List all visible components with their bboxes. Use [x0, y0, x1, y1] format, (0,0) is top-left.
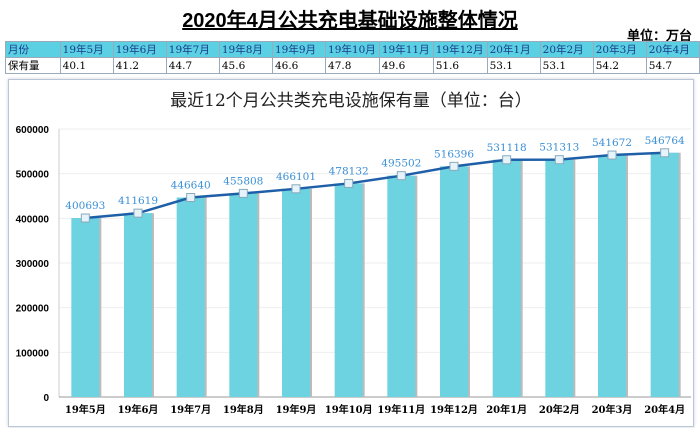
- data-marker: [607, 150, 617, 160]
- data-label: 466101: [276, 171, 316, 183]
- y-tick-label: 400000: [16, 214, 50, 225]
- x-tick-label: 20年4月: [644, 403, 685, 416]
- month-cell: 20年3月: [592, 41, 647, 58]
- y-tick-label: 600000: [16, 125, 50, 136]
- x-tick-label: 19年5月: [65, 403, 106, 416]
- data-marker: [238, 188, 248, 198]
- value-header: 保有量: [5, 57, 61, 74]
- data-label: 531313: [539, 142, 579, 154]
- month-cell: 20年2月: [539, 41, 594, 58]
- month-cell: 20年4月: [645, 41, 700, 58]
- chart-title: 最近12个月公共类充电设施保有量（单位：台）: [170, 91, 532, 111]
- x-tick-label: 19年7月: [170, 403, 211, 416]
- chart-panel: 最近12个月公共类充电设施保有量（单位：台） 0 100000 200000 30000…: [8, 79, 694, 427]
- month-cell: 19年6月: [112, 41, 167, 58]
- bar: [71, 218, 100, 397]
- data-label: 546764: [645, 135, 685, 147]
- data-marker: [502, 155, 512, 165]
- data-label: 478132: [329, 165, 369, 177]
- value-cell: 49.6: [378, 57, 434, 74]
- data-marker: [449, 161, 459, 171]
- data-label: 455808: [223, 175, 263, 187]
- data-label: 531118: [487, 142, 527, 154]
- data-table: 月份 19年5月 19年6月 19年7月 19年8月 19年9月 19年10月 19年11月 1…: [5, 41, 700, 74]
- data-label: 400693: [65, 200, 105, 212]
- y-tick-label: 300000: [16, 259, 50, 270]
- value-cell: 54.7: [645, 57, 700, 74]
- x-tick-label: 19年9月: [276, 403, 317, 416]
- bar: [650, 152, 679, 397]
- data-marker: [291, 184, 301, 194]
- y-tick-label: 0: [43, 393, 49, 404]
- data-marker: [396, 171, 406, 181]
- bar: [229, 193, 258, 397]
- month-cell: 19年7月: [165, 41, 220, 58]
- table-header-row: 月份 19年5月 19年6月 19年7月 19年8月 19年9月 19年10月 19年11月 1…: [5, 41, 700, 58]
- data-label: 446640: [171, 180, 211, 192]
- month-cell: 19年9月: [271, 41, 327, 58]
- x-tick-label: 19年10月: [325, 403, 373, 416]
- y-tick-label: 100000: [16, 348, 50, 359]
- month-cell: 20年1月: [486, 41, 541, 58]
- x-tick-label: 19年6月: [118, 403, 159, 416]
- month-cell: 19年11月: [378, 41, 434, 58]
- data-label: 516396: [434, 148, 474, 160]
- data-marker: [554, 155, 564, 165]
- month-cell: 19年5月: [59, 41, 114, 58]
- value-cell: 45.6: [218, 57, 273, 74]
- month-cell: 19年8月: [218, 41, 273, 58]
- page-title: 2020年4月公共充电基础设施整体情况: [182, 10, 518, 32]
- value-cell: 53.1: [539, 57, 594, 74]
- data-marker: [133, 208, 143, 218]
- chart: 最近12个月公共类充电设施保有量（单位：台） 0 100000 200000 30000…: [16, 91, 691, 416]
- bar: [282, 188, 310, 397]
- data-marker: [660, 148, 670, 158]
- bar: [598, 155, 626, 397]
- data-marker: [186, 193, 196, 203]
- value-cell: 40.1: [59, 57, 114, 74]
- data-marker: [80, 213, 90, 223]
- value-cell: 47.8: [325, 57, 380, 74]
- bar: [387, 175, 416, 397]
- bar: [334, 183, 363, 397]
- row-header: 月份: [5, 41, 61, 58]
- y-tick-label: 500000: [16, 170, 50, 181]
- bar: [176, 197, 205, 397]
- month-cell: 19年10月: [325, 41, 380, 58]
- value-cell: 54.2: [592, 57, 647, 74]
- data-label: 541672: [592, 137, 632, 149]
- bar: [545, 159, 574, 397]
- data-label: 495502: [381, 158, 421, 170]
- series-line: [85, 151, 665, 220]
- unit-label: 单位：万台: [626, 29, 692, 44]
- data-label: 411619: [118, 195, 158, 207]
- x-tick-label: 20年2月: [539, 403, 580, 416]
- x-tick-label: 19年12月: [430, 403, 478, 416]
- bar: [124, 213, 152, 397]
- bar: [440, 166, 468, 397]
- value-cell: 53.1: [486, 57, 541, 74]
- value-cell: 51.6: [432, 57, 488, 74]
- table-value-row: 保有量 40.1 41.2 44.7 45.6 46.6 47.8 49.6 51.6 53.1 5…: [5, 57, 700, 74]
- value-cell: 46.6: [271, 57, 327, 74]
- month-cell: 19年12月: [432, 41, 488, 58]
- value-cell: 41.2: [112, 57, 167, 74]
- x-tick-label: 19年8月: [223, 403, 264, 416]
- x-tick-label: 20年3月: [592, 403, 633, 416]
- data-marker: [344, 178, 354, 188]
- x-tick-label: 20年1月: [486, 403, 527, 416]
- x-tick-label: 19年11月: [377, 403, 425, 416]
- bar: [492, 159, 521, 397]
- value-cell: 44.7: [165, 57, 220, 74]
- y-tick-label: 200000: [16, 304, 50, 315]
